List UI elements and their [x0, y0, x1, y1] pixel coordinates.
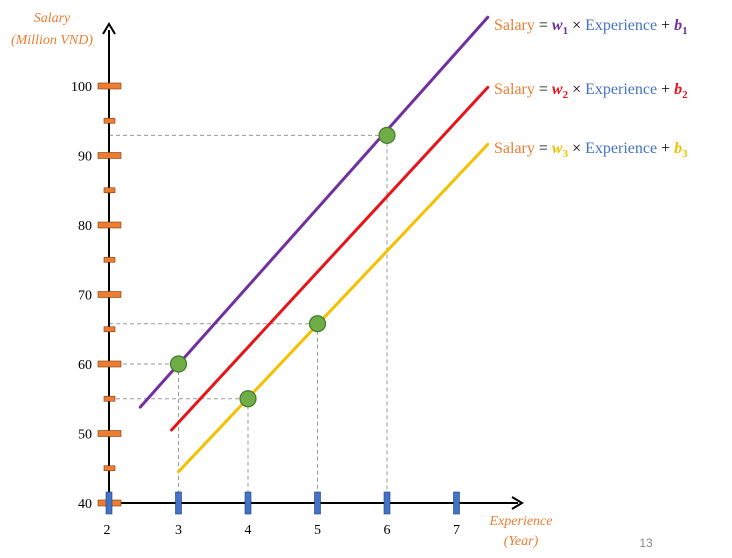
equation-target: Salary — [494, 81, 535, 98]
page-number: 13 — [639, 536, 653, 550]
x-tick — [314, 491, 321, 515]
x-tick-label: 5 — [314, 523, 321, 538]
x-axis-title-unit: (Year) — [504, 534, 539, 549]
equation-plus: + — [657, 17, 674, 34]
equation-plus: + — [657, 81, 674, 98]
y-minor-tick — [103, 256, 116, 263]
y-axis-title-unit: (Million VND) — [11, 33, 93, 48]
x-tick-label: 2 — [104, 523, 111, 538]
y-minor-tick — [103, 117, 116, 124]
equation-bias: b — [674, 17, 682, 34]
x-tick-label: 6 — [384, 523, 391, 538]
equation-equals: = — [535, 17, 552, 34]
y-major-tick — [97, 360, 122, 368]
y-axis-title: Salary — [34, 11, 71, 26]
y-minor-tick — [103, 326, 116, 333]
y-tick-label: 70 — [78, 289, 92, 304]
x-tick — [244, 491, 252, 515]
equation-bias: b — [674, 81, 682, 98]
equation-2: Salary = w2 × Experience + b2 — [494, 81, 688, 101]
y-major-tick — [97, 430, 122, 437]
x-axis-arrow — [511, 496, 524, 510]
x-tick-label: 7 — [453, 523, 460, 538]
data-point — [308, 315, 327, 333]
x-tick-label: 4 — [245, 523, 252, 538]
equation-times: × — [568, 140, 585, 157]
equation-plus: + — [657, 140, 674, 157]
x-tick — [453, 491, 460, 515]
x-tick-label: 3 — [175, 523, 182, 538]
y-major-tick — [97, 221, 122, 229]
equation-target: Salary — [494, 17, 535, 34]
equation-3: Salary = w3 × Experience + b3 — [494, 140, 688, 160]
y-tick-label: 40 — [78, 497, 92, 512]
regression-line-2 — [170, 85, 490, 432]
equation-bias: b — [674, 140, 682, 157]
equation-weight-subscript: 1 — [563, 25, 569, 37]
equation-feature: Experience — [585, 81, 657, 98]
equation-target: Salary — [494, 140, 535, 157]
equation-equals: = — [535, 140, 552, 157]
y-minor-tick — [103, 187, 116, 194]
data-point — [239, 390, 257, 408]
y-axis-arrow — [102, 22, 116, 35]
equation-weight: w — [552, 81, 563, 98]
equation-equals: = — [535, 81, 552, 98]
equation-times: × — [568, 81, 585, 98]
y-major-tick — [97, 152, 122, 159]
y-major-tick — [97, 82, 122, 90]
y-tick-label: 100 — [71, 80, 92, 95]
regression-line-1 — [138, 15, 490, 409]
x-tick — [175, 491, 182, 515]
y-tick-label: 60 — [78, 358, 92, 373]
equation-1: Salary = w1 × Experience + b1 — [494, 17, 688, 37]
equation-weight-subscript: 3 — [563, 148, 569, 160]
equation-weight-subscript: 2 — [563, 89, 569, 101]
equation-feature: Experience — [585, 140, 657, 157]
equation-weight: w — [552, 17, 563, 34]
x-tick — [383, 491, 391, 515]
equation-times: × — [568, 17, 585, 34]
equation-weight: w — [552, 140, 563, 157]
equation-bias-subscript: 3 — [682, 148, 688, 160]
x-tick — [105, 491, 113, 515]
y-minor-tick — [103, 465, 116, 472]
y-tick-label: 90 — [78, 150, 92, 165]
equation-feature: Experience — [585, 17, 657, 34]
data-point — [378, 126, 396, 144]
y-tick-label: 80 — [78, 219, 92, 234]
y-major-tick — [97, 291, 122, 298]
data-point — [169, 355, 188, 373]
y-tick-label: 50 — [78, 428, 92, 443]
y-minor-tick — [103, 395, 116, 402]
x-axis-title: Experience — [489, 514, 553, 529]
equation-bias-subscript: 1 — [682, 25, 688, 37]
equation-bias-subscript: 2 — [682, 89, 688, 101]
regression-line-3 — [177, 142, 490, 474]
